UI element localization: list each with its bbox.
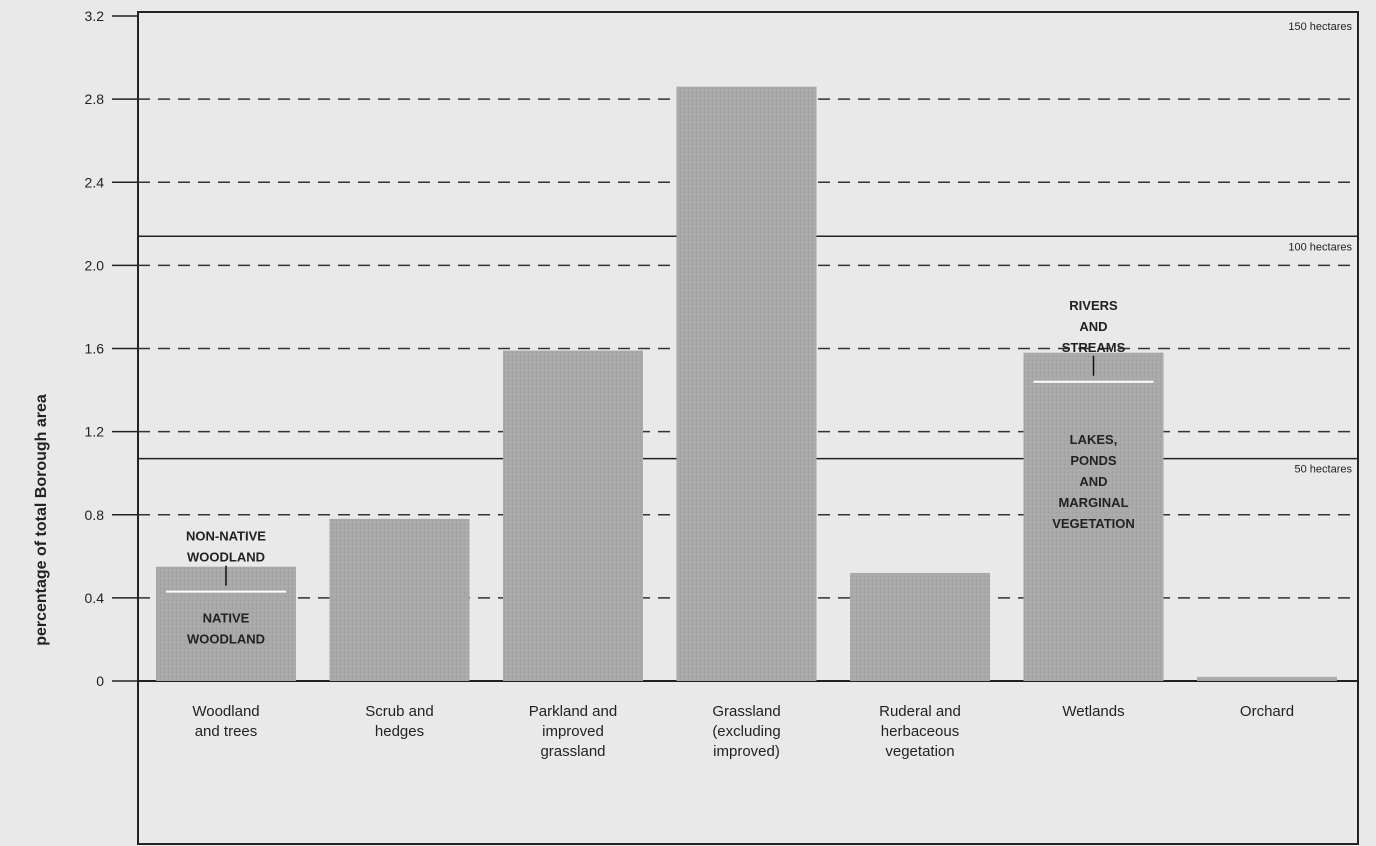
bar [156,566,296,681]
y-tick-label: 2.4 [85,174,105,190]
bars [156,86,1337,681]
bar [503,350,643,681]
bar [1197,676,1337,681]
upper-segment-label: NON-NATIVE WOODLAND [186,529,266,565]
x-axis-labels: Woodland and trees Scrub and hedges Parkland… [192,703,1294,760]
bar [850,572,990,681]
x-tick-label: Grassland (excluding improved) [712,703,780,760]
x-tick-label: Scrub and hedges [365,703,433,740]
bar [329,518,470,681]
upper-segment-label: RIVERS AND STREAMS [1062,298,1126,355]
hectare-label: 100 hectares [1288,241,1352,253]
x-tick-label: Parkland and improved grassland [529,703,617,760]
x-tick-label: Orchard [1240,703,1294,720]
y-tick-label: 0.8 [85,507,105,523]
bar [1023,352,1164,681]
hectare-label: 50 hectares [1295,464,1353,476]
annotations: NON-NATIVE WOODLAND NATIVE WOODLAND RIVERS AN… [166,298,1154,647]
y-tick-label: 0.4 [85,590,105,606]
y-axis: 0 0.4 0.8 1.2 1.6 2.0 2.4 2.8 3.2 [85,8,138,689]
plot-frame [137,11,1359,845]
bar [676,86,817,681]
hectare-label: 150 hectares [1288,21,1352,33]
y-tick-label: 1.2 [85,424,105,440]
y-axis-label: percentage of total Borough area [33,394,50,646]
y-tick-label: 0 [96,673,104,689]
y-tick-label: 2.0 [85,257,105,273]
x-tick-label: Ruderal and herbaceous vegetation [879,703,961,760]
lower-segment-label: LAKES, PONDS AND MARGINAL VEGETATION [1052,432,1135,531]
y-tick-label: 2.8 [85,91,105,107]
lower-segment-label: NATIVE WOODLAND [187,611,265,647]
y-tick-label: 1.6 [85,341,105,357]
x-tick-label: Woodland and trees [192,703,259,740]
y-tick-label: 3.2 [85,8,105,24]
x-tick-label: Wetlands [1062,703,1124,720]
